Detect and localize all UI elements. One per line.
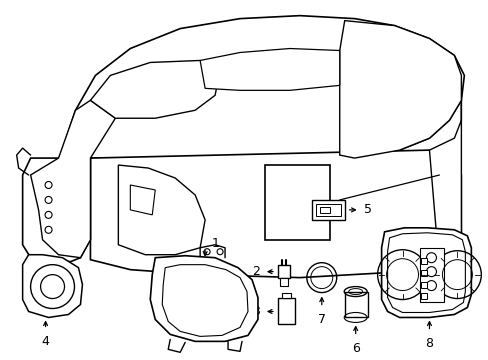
Text: 6: 6 [351, 342, 359, 355]
Text: 2: 2 [252, 265, 260, 278]
Polygon shape [421, 282, 427, 288]
Polygon shape [319, 207, 329, 213]
Polygon shape [281, 293, 290, 298]
Polygon shape [344, 292, 367, 318]
Polygon shape [130, 185, 155, 215]
Polygon shape [90, 150, 461, 278]
Polygon shape [381, 228, 470, 318]
Polygon shape [421, 258, 427, 264]
Text: 1: 1 [212, 237, 220, 250]
Text: 7: 7 [317, 314, 325, 327]
Polygon shape [339, 21, 461, 158]
Polygon shape [387, 233, 465, 312]
Text: 8: 8 [425, 337, 432, 350]
Polygon shape [31, 100, 115, 258]
Text: 4: 4 [41, 336, 49, 348]
Polygon shape [419, 248, 444, 302]
Polygon shape [22, 255, 82, 318]
Polygon shape [428, 100, 461, 270]
Polygon shape [150, 256, 258, 341]
Polygon shape [277, 265, 289, 278]
Polygon shape [421, 270, 427, 276]
Polygon shape [279, 278, 287, 285]
Polygon shape [22, 158, 90, 262]
Polygon shape [162, 265, 247, 336]
Polygon shape [311, 200, 344, 220]
Polygon shape [277, 298, 294, 324]
Polygon shape [200, 49, 339, 90]
Polygon shape [118, 165, 204, 255]
Text: 3: 3 [252, 305, 260, 318]
Polygon shape [421, 293, 427, 298]
Polygon shape [264, 165, 329, 240]
Polygon shape [90, 60, 220, 118]
Polygon shape [59, 15, 464, 162]
Text: 5: 5 [363, 203, 371, 216]
Polygon shape [315, 204, 340, 216]
